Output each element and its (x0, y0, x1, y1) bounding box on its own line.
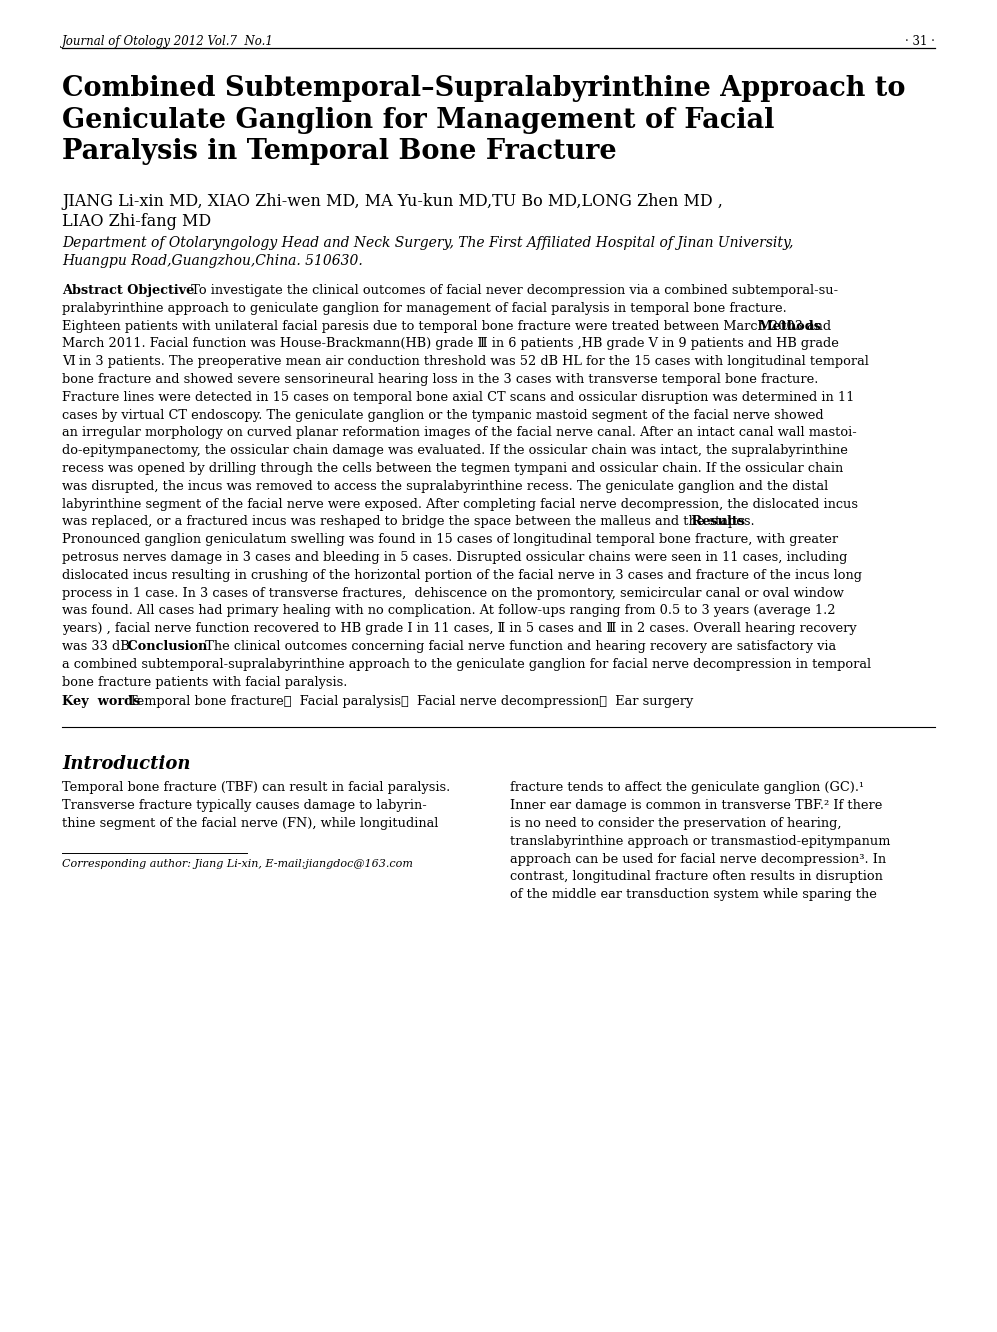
Text: Huangpu Road,Guangzhou,China. 510630.: Huangpu Road,Guangzhou,China. 510630. (62, 254, 363, 268)
Text: Fracture lines were detected in 15 cases on temporal bone axial CT scans and oss: Fracture lines were detected in 15 cases… (62, 390, 854, 404)
Text: petrosus nerves damage in 3 cases and bleeding in 5 cases. Disrupted ossicular c: petrosus nerves damage in 3 cases and bl… (62, 551, 847, 563)
Text: Inner ear damage is common in transverse TBF.² If there: Inner ear damage is common in transverse… (509, 799, 882, 813)
Text: March 2011. Facial function was House-Brackmann(HB) grade Ⅲ in 6 patients ,HB gr: March 2011. Facial function was House-Br… (62, 337, 838, 350)
Text: of the middle ear transduction system while sparing the: of the middle ear transduction system wh… (509, 888, 876, 902)
Text: was found. All cases had primary healing with no complication. At follow-ups ran: was found. All cases had primary healing… (62, 605, 835, 618)
Text: LIAO Zhi-fang MD: LIAO Zhi-fang MD (62, 213, 211, 230)
Text: Temporal bone fracture；  Facial paralysis；  Facial nerve decompression；  Ear sur: Temporal bone fracture； Facial paralysis… (130, 695, 694, 709)
Text: Eighteen patients with unilateral facial paresis due to temporal bone fracture w: Eighteen patients with unilateral facial… (62, 320, 831, 333)
Text: approach can be used for facial nerve decompression³. In: approach can be used for facial nerve de… (509, 852, 885, 866)
Text: was 33 dB.: was 33 dB. (62, 639, 134, 653)
Text: thine segment of the facial nerve (FN), while longitudinal: thine segment of the facial nerve (FN), … (62, 817, 439, 830)
Text: was disrupted, the incus was removed to access the supralabyrinthine recess. The: was disrupted, the incus was removed to … (62, 480, 829, 493)
Text: Abstract Objective: Abstract Objective (62, 284, 194, 297)
Text: process in 1 case. In 3 cases of transverse fractures,  dehiscence on the promon: process in 1 case. In 3 cases of transve… (62, 586, 843, 599)
Text: Ⅵ in 3 patients. The preoperative mean air conduction threshold was 52 dB HL for: Ⅵ in 3 patients. The preoperative mean a… (62, 356, 868, 368)
Text: recess was opened by drilling through the cells between the tegmen tympani and o: recess was opened by drilling through th… (62, 462, 843, 476)
Text: an irregular morphology on curved planar reformation images of the facial nerve : an irregular morphology on curved planar… (62, 426, 856, 440)
Text: Corresponding author: Jiang Li-xin, E-mail:jiangdoc@163.com: Corresponding author: Jiang Li-xin, E-ma… (62, 859, 413, 868)
Text: dislocated incus resulting in crushing of the horizontal portion of the facial n: dislocated incus resulting in crushing o… (62, 569, 862, 582)
Text: is no need to consider the preservation of hearing,: is no need to consider the preservation … (509, 817, 841, 830)
Text: Temporal bone fracture (TBF) can result in facial paralysis.: Temporal bone fracture (TBF) can result … (62, 782, 451, 794)
Text: Conclusion: Conclusion (123, 639, 207, 653)
Text: do-epitympanectomy, the ossicular chain damage was evaluated. If the ossicular c: do-epitympanectomy, the ossicular chain … (62, 444, 847, 457)
Text: Journal of Otology 2012 Vol.7  No.1: Journal of Otology 2012 Vol.7 No.1 (62, 35, 274, 48)
Text: bone fracture patients with facial paralysis.: bone fracture patients with facial paral… (62, 675, 347, 689)
Text: pralabyrinthine approach to geniculate ganglion for management of facial paralys: pralabyrinthine approach to geniculate g… (62, 302, 787, 314)
Text: Pronounced ganglion geniculatum swelling was found in 15 cases of longitudinal t: Pronounced ganglion geniculatum swelling… (62, 533, 838, 546)
Text: was replaced, or a fractured incus was reshaped to bridge the space between the : was replaced, or a fractured incus was r… (62, 515, 755, 529)
Text: fracture tends to affect the geniculate ganglion (GC).¹: fracture tends to affect the geniculate … (509, 782, 863, 794)
Text: Introduction: Introduction (62, 755, 190, 774)
Text: contrast, longitudinal fracture often results in disruption: contrast, longitudinal fracture often re… (509, 870, 882, 883)
Text: a combined subtemporal-supralabyrinthine approach to the geniculate ganglion for: a combined subtemporal-supralabyrinthine… (62, 658, 871, 671)
Text: JIANG Li-xin MD, XIAO Zhi-wen MD, MA Yu-kun MD,TU Bo MD,LONG Zhen MD ,: JIANG Li-xin MD, XIAO Zhi-wen MD, MA Yu-… (62, 193, 723, 209)
Text: Methods: Methods (754, 320, 821, 333)
Text: Geniculate Ganglion for Management of Facial: Geniculate Ganglion for Management of Fa… (62, 107, 775, 133)
Text: years) , facial nerve function recovered to HB grade Ⅰ in 11 cases, Ⅱ in 5 cases: years) , facial nerve function recovered… (62, 622, 856, 635)
Text: Key  words: Key words (62, 695, 141, 709)
Text: · 31 ·: · 31 · (905, 35, 935, 48)
Text: bone fracture and showed severe sensorineural hearing loss in the 3 cases with t: bone fracture and showed severe sensorin… (62, 373, 819, 386)
Text: Combined Subtemporal–Supralabyrinthine Approach to: Combined Subtemporal–Supralabyrinthine A… (62, 75, 905, 103)
Text: Department of Otolaryngology Head and Neck Surgery, The First Affiliated Hospita: Department of Otolaryngology Head and Ne… (62, 236, 794, 249)
Text: Transverse fracture typically causes damage to labyrin-: Transverse fracture typically causes dam… (62, 799, 427, 813)
Text: Paralysis in Temporal Bone Fracture: Paralysis in Temporal Bone Fracture (62, 139, 616, 165)
Text: translabyrinthine approach or transmastiod-epitympanum: translabyrinthine approach or transmasti… (509, 835, 890, 847)
Text: To investigate the clinical outcomes of facial never decompression via a combine: To investigate the clinical outcomes of … (182, 284, 838, 297)
Text: cases by virtual CT endoscopy. The geniculate ganglion or the tympanic mastoid s: cases by virtual CT endoscopy. The genic… (62, 409, 824, 422)
Text: Results: Results (687, 515, 745, 529)
Text: labyrinthine segment of the facial nerve were exposed. After completing facial n: labyrinthine segment of the facial nerve… (62, 498, 858, 510)
Text: The clinical outcomes concerning facial nerve function and hearing recovery are : The clinical outcomes concerning facial … (196, 639, 835, 653)
